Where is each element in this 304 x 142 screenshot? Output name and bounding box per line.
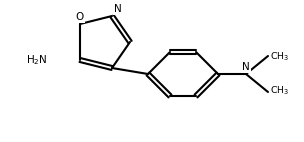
Text: N: N bbox=[114, 4, 122, 14]
Text: O: O bbox=[76, 12, 84, 22]
Text: CH$_3$: CH$_3$ bbox=[270, 85, 289, 97]
Text: CH$_3$: CH$_3$ bbox=[270, 51, 289, 63]
Text: N: N bbox=[242, 62, 250, 72]
Text: H$_2$N: H$_2$N bbox=[26, 53, 48, 67]
